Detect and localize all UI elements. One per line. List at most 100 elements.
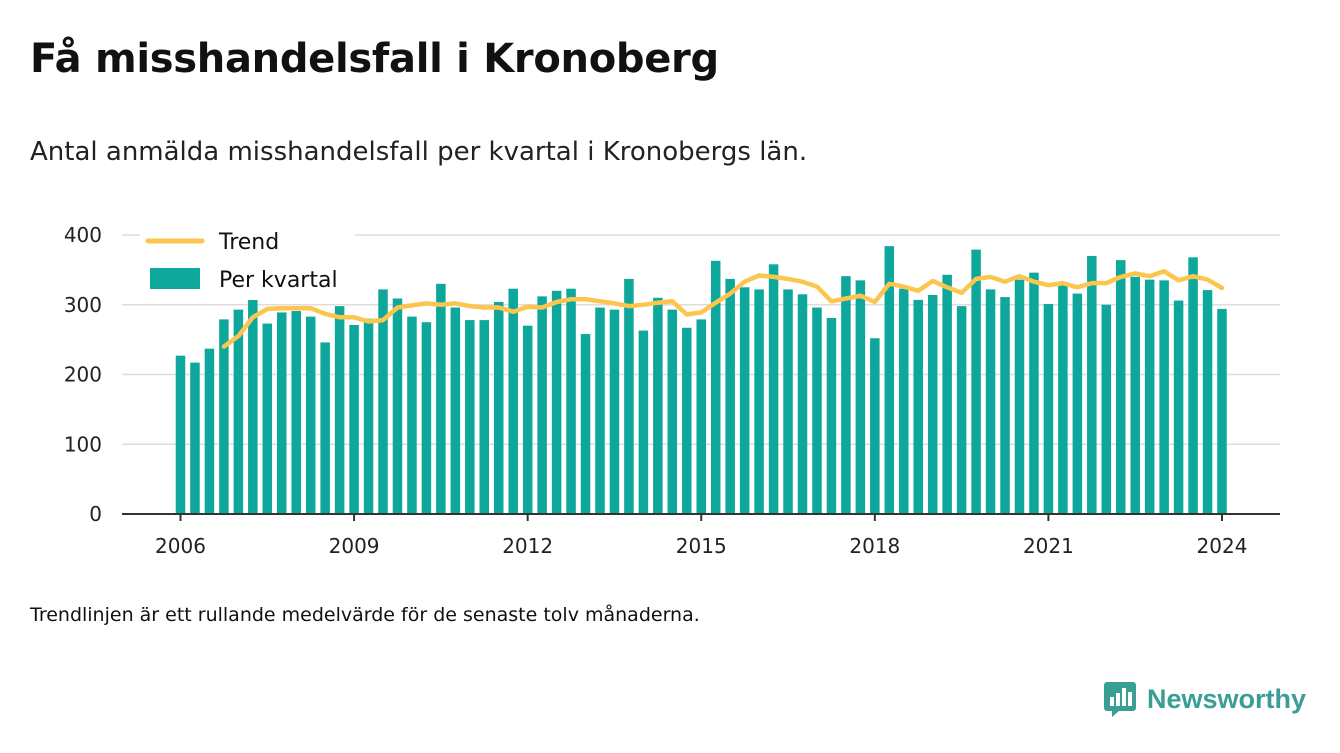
bar bbox=[855, 280, 866, 514]
bar bbox=[638, 330, 649, 514]
bar bbox=[392, 298, 403, 514]
bar bbox=[219, 319, 229, 514]
bar bbox=[175, 355, 186, 514]
brand: Newsworthy bbox=[1103, 680, 1306, 718]
bar bbox=[262, 323, 273, 514]
bar bbox=[450, 307, 461, 514]
x-tick-label: 2012 bbox=[502, 534, 553, 558]
bar bbox=[334, 306, 345, 514]
bar bbox=[1130, 276, 1140, 514]
bar bbox=[1000, 297, 1010, 514]
bar bbox=[971, 249, 981, 514]
legend-label-per-kvartal: Per kvartal bbox=[219, 268, 338, 293]
bar bbox=[667, 309, 678, 514]
bar bbox=[1217, 308, 1227, 514]
bar bbox=[1144, 279, 1155, 514]
bar bbox=[653, 297, 663, 514]
bar bbox=[349, 324, 359, 514]
bar bbox=[378, 289, 388, 514]
bar bbox=[1188, 257, 1198, 514]
bar bbox=[797, 294, 808, 514]
footnote: Trendlinjen är ett rullande medelvärde f… bbox=[30, 604, 700, 626]
bar bbox=[826, 318, 837, 514]
bar bbox=[1173, 300, 1184, 514]
x-tick-label: 2018 bbox=[849, 534, 900, 558]
y-tick-label: 0 bbox=[89, 502, 102, 526]
bar bbox=[1115, 260, 1126, 514]
bar bbox=[277, 312, 287, 514]
bar bbox=[1058, 284, 1068, 514]
bar bbox=[479, 320, 490, 514]
bar bbox=[609, 309, 620, 514]
x-tick-label: 2006 bbox=[155, 534, 206, 558]
x-tick-label: 2015 bbox=[676, 534, 727, 558]
bar-layer bbox=[175, 246, 1227, 515]
bar bbox=[436, 283, 446, 514]
bar bbox=[1072, 293, 1083, 514]
newsworthy-logo-icon bbox=[1103, 682, 1136, 717]
chart: 0 100 200 300 400 2006 2009 2012 2015 2018 2021 202… bbox=[64, 222, 1280, 558]
y-tick-label: 100 bbox=[64, 432, 102, 456]
bar bbox=[870, 338, 880, 514]
bar bbox=[710, 260, 721, 514]
bar bbox=[465, 320, 475, 514]
bar bbox=[551, 290, 562, 514]
x-tick-label: 2024 bbox=[1197, 534, 1248, 558]
bar bbox=[884, 246, 895, 514]
bar bbox=[1159, 280, 1169, 514]
bar bbox=[682, 327, 692, 514]
bar bbox=[493, 301, 504, 514]
y-tick-label: 300 bbox=[64, 293, 102, 317]
bar bbox=[783, 289, 793, 514]
chart-subtitle: Antal anmälda misshandelsfall per kvarta… bbox=[30, 137, 808, 167]
bar bbox=[1101, 304, 1112, 514]
bar bbox=[624, 278, 634, 514]
bar bbox=[1087, 255, 1097, 515]
bar bbox=[291, 311, 301, 514]
bar bbox=[927, 294, 938, 514]
legend-bar-swatch bbox=[150, 268, 200, 289]
bar bbox=[942, 274, 952, 514]
bar bbox=[407, 316, 417, 514]
bar bbox=[580, 334, 591, 514]
bar bbox=[1029, 272, 1039, 514]
axis-layer: 0 100 200 300 400 2006 2009 2012 2015 2018 2021 202… bbox=[64, 223, 1280, 558]
bar bbox=[841, 276, 851, 514]
bar bbox=[739, 287, 750, 514]
y-tick-label: 400 bbox=[64, 223, 102, 247]
bar bbox=[956, 306, 967, 514]
brand-name: Newsworthy bbox=[1146, 683, 1306, 714]
bar bbox=[522, 325, 533, 514]
trend-line-layer bbox=[221, 269, 1225, 349]
bar bbox=[248, 290, 258, 514]
bar bbox=[754, 289, 764, 514]
bar bbox=[305, 316, 316, 514]
bar bbox=[421, 322, 432, 514]
legend: Trend Per kvartal bbox=[140, 222, 355, 300]
trend-line bbox=[221, 269, 1225, 349]
bar bbox=[363, 318, 374, 514]
bar bbox=[204, 348, 215, 514]
bar bbox=[190, 362, 200, 514]
bar bbox=[696, 319, 706, 514]
bar bbox=[508, 288, 518, 514]
bar bbox=[725, 278, 735, 514]
y-tick-label: 200 bbox=[64, 363, 102, 387]
x-tick-label: 2009 bbox=[329, 534, 380, 558]
bar bbox=[1202, 290, 1213, 514]
bar bbox=[1014, 279, 1025, 514]
bar bbox=[233, 309, 244, 514]
bar bbox=[537, 296, 547, 514]
page-title: Få misshandelsfall i Kronoberg bbox=[30, 36, 719, 82]
bar bbox=[985, 289, 996, 514]
bar bbox=[320, 342, 330, 514]
legend-label-trend: Trend bbox=[218, 230, 279, 255]
bar bbox=[1043, 304, 1054, 514]
bar bbox=[768, 264, 779, 514]
bar bbox=[595, 307, 605, 514]
bar bbox=[812, 307, 822, 514]
bar bbox=[566, 288, 576, 514]
bar bbox=[913, 299, 923, 514]
bar bbox=[899, 288, 909, 514]
x-tick-label: 2021 bbox=[1023, 534, 1074, 558]
